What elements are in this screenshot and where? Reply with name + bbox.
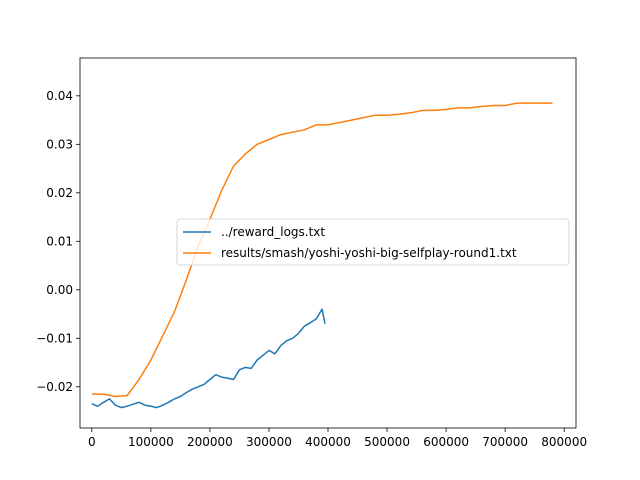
y-tick-label: −0.01 <box>36 331 73 345</box>
legend-label-1: results/smash/yoshi-yoshi-big-selfplay-r… <box>221 246 517 260</box>
x-tick-label: 500000 <box>364 435 410 449</box>
x-tick-label: 700000 <box>482 435 528 449</box>
y-tick-label: 0.01 <box>46 234 73 248</box>
y-tick-label: −0.02 <box>36 380 73 394</box>
y-tick-label: 0.00 <box>46 283 73 297</box>
y-tick-label: 0.03 <box>46 137 73 151</box>
x-tick-label: 800000 <box>541 435 587 449</box>
x-tick-label: 0 <box>88 435 96 449</box>
y-axis: −0.02 −0.01 0.00 0.01 0.02 0.03 0.04 <box>36 89 80 394</box>
x-tick-label: 400000 <box>305 435 351 449</box>
x-tick-label: 100000 <box>128 435 174 449</box>
x-tick-label: 600000 <box>423 435 469 449</box>
series-line-0 <box>91 308 326 409</box>
series-layer <box>91 102 553 409</box>
legend-label-0: ../reward_logs.txt <box>221 225 325 239</box>
legend-box <box>176 218 570 266</box>
legend: ../reward_logs.txt results/smash/yoshi-yo… <box>176 218 570 266</box>
x-axis: 0 100000 200000 300000 400000 500000 600000 700… <box>88 428 587 449</box>
x-tick-label: 200000 <box>187 435 233 449</box>
y-tick-label: 0.04 <box>46 89 73 103</box>
y-tick-label: 0.02 <box>46 186 73 200</box>
x-tick-label: 300000 <box>246 435 292 449</box>
series-line-1 <box>91 102 553 398</box>
